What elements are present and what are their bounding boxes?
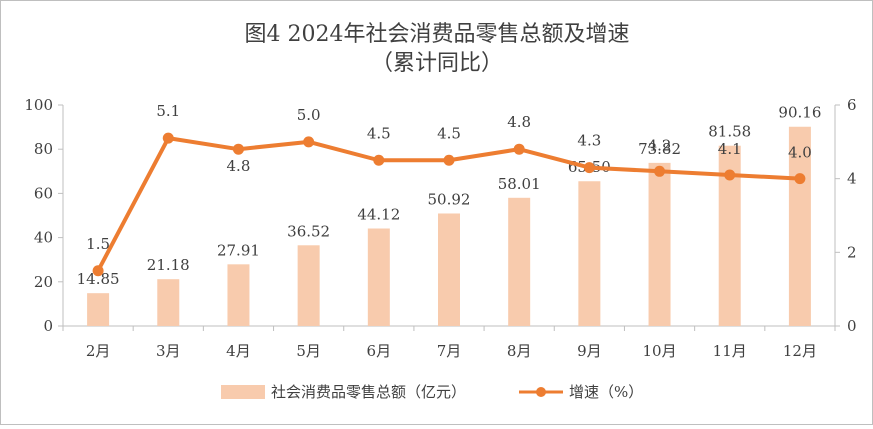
bar [87, 293, 110, 326]
line-data-label: 4.2 [648, 136, 672, 154]
x-tick-label: 10月 [642, 342, 676, 360]
y-left-tick-label: 20 [34, 273, 53, 291]
bar [438, 213, 460, 326]
bar [508, 197, 531, 326]
bar [227, 264, 250, 326]
line-data-label: 4.8 [507, 113, 531, 131]
bar-data-label: 44.12 [357, 205, 400, 223]
line-point [373, 154, 385, 166]
line-data-label: 4.3 [577, 132, 601, 150]
legend-line-marker [536, 387, 546, 397]
y-left-tick-label: 0 [43, 317, 53, 335]
x-tick-label: 12月 [783, 342, 817, 360]
bar [578, 181, 601, 326]
bar-series [87, 126, 811, 326]
bar [718, 145, 741, 326]
y-left-tick-label: 80 [34, 140, 53, 158]
y-right-tick-label: 4 [847, 170, 857, 188]
line-point [654, 165, 666, 177]
y-right-tick-label: 0 [847, 317, 857, 335]
bar-data-label: 14.85 [77, 270, 120, 288]
bar [367, 228, 390, 326]
line-series [92, 132, 806, 277]
axes: 0 20 40 60 80 100 0 2 4 6 2月 3月 4月 5月 6月 7月 8月 9月 10月 11月 12… [24, 96, 856, 360]
x-tick-label: 9月 [577, 342, 602, 360]
line-point [513, 143, 525, 155]
bar-data-label: 36.52 [287, 222, 330, 240]
bar-data-label: 27.91 [217, 241, 260, 259]
y-left-tick-label: 40 [34, 229, 53, 247]
line-point [232, 143, 244, 155]
bar-data-label: 21.18 [147, 256, 190, 274]
line-point [303, 136, 315, 148]
x-tick-label: 5月 [296, 342, 321, 360]
bar-data-label: 73.82 [638, 140, 681, 158]
legend: 社会消费品零售总额（亿元） 增速（%） [221, 383, 643, 401]
x-tick-label: 2月 [86, 342, 111, 360]
bar-data-label: 50.92 [428, 190, 471, 208]
y-right-tick-label: 2 [847, 243, 857, 261]
legend-bar-label: 社会消费品零售总额（亿元） [271, 383, 466, 401]
bar [648, 162, 671, 326]
line-data-label: 5.1 [156, 102, 180, 120]
x-tick-label: 4月 [226, 342, 251, 360]
y-left-tick-label: 60 [34, 184, 53, 202]
chart-subtitle: （累计同比） [371, 51, 503, 76]
line-data-label: 5.0 [297, 106, 321, 124]
line-point [162, 132, 174, 144]
line-point [583, 162, 595, 174]
x-tick-label: 3月 [156, 342, 181, 360]
line-data-label: 4.5 [437, 124, 461, 142]
x-tick-label: 8月 [507, 342, 532, 360]
x-tick-label: 6月 [367, 342, 392, 360]
line-data-label: 1.5 [86, 235, 110, 253]
line-data-label: 4.8 [227, 157, 251, 175]
x-tick-label: 7月 [437, 342, 462, 360]
y-left-tick-label: 100 [24, 96, 53, 114]
legend-line-label: 增速（%） [569, 383, 643, 401]
bar-data-label: 81.58 [708, 123, 751, 141]
line-labels: 1.5 5.1 4.8 5.0 4.5 4.5 4.8 4.3 4.2 4.1 4.0 [86, 102, 812, 253]
bar [157, 279, 180, 326]
bar-data-label: 90.16 [778, 104, 821, 122]
line-data-label: 4.0 [788, 144, 812, 162]
line-data-label: 4.5 [367, 124, 391, 142]
bar [297, 245, 320, 326]
line-point [443, 154, 455, 166]
legend-bar-swatch [221, 385, 265, 399]
line-data-label: 4.1 [718, 140, 742, 158]
line-point [794, 173, 806, 185]
bar-data-label: 58.01 [498, 175, 541, 193]
line-point [724, 169, 736, 181]
chart-title: 图4 2024年社会消费品零售总额及增速 [245, 22, 630, 47]
x-tick-label: 11月 [713, 342, 747, 360]
line-point [92, 265, 104, 277]
y-right-tick-label: 6 [847, 96, 857, 114]
